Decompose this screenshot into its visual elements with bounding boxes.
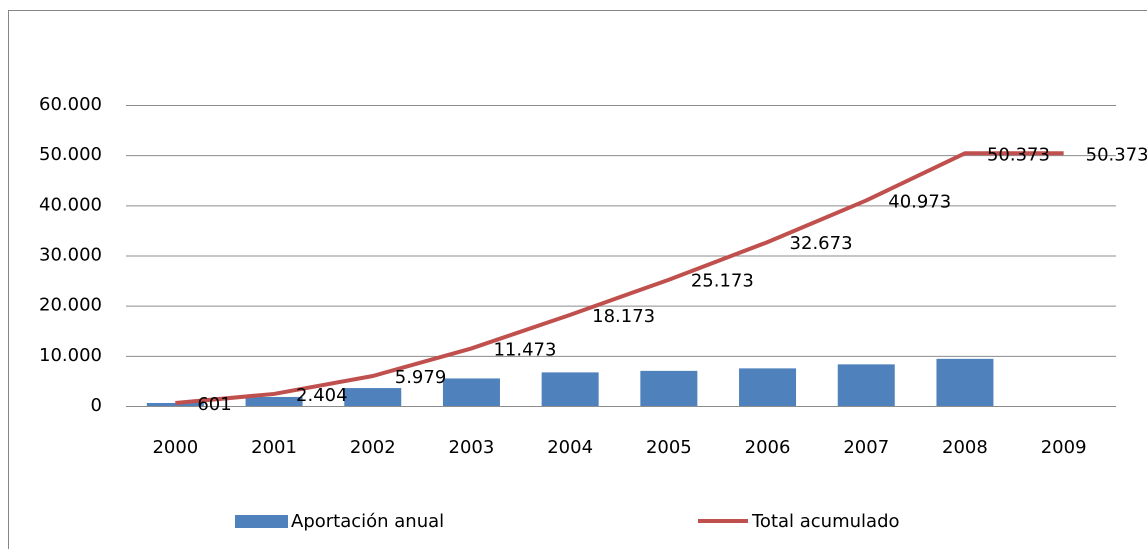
- x-tick-label: 2005: [646, 437, 692, 458]
- y-tick-label: 10.000: [39, 345, 102, 366]
- data-label: 18.173: [592, 306, 655, 327]
- bar: [837, 364, 895, 406]
- data-label: 50.373: [1086, 144, 1147, 165]
- x-tick-label: 2001: [251, 437, 297, 458]
- data-label: 25.173: [691, 271, 754, 292]
- x-tick-label: 2009: [1041, 437, 1087, 458]
- x-tick-label: 2000: [152, 437, 198, 458]
- x-tick-label: 2007: [843, 437, 889, 458]
- data-label: 2.404: [296, 385, 348, 406]
- y-tick-label: 0: [91, 395, 102, 416]
- y-tick-label: 60.000: [39, 94, 102, 115]
- data-label: 5.979: [395, 367, 447, 388]
- data-label: 601: [197, 394, 231, 415]
- bar: [640, 370, 698, 406]
- bar: [739, 368, 797, 406]
- legend-label: Total acumulado: [751, 511, 900, 532]
- y-tick-label: 50.000: [39, 144, 102, 165]
- bar: [245, 396, 303, 406]
- y-tick-label: 20.000: [39, 295, 102, 316]
- y-tick-label: 30.000: [39, 245, 102, 266]
- bar: [936, 358, 994, 406]
- data-label: 40.973: [888, 191, 951, 212]
- x-tick-label: 2008: [942, 437, 988, 458]
- legend-label: Aportación anual: [291, 511, 444, 532]
- y-tick-label: 40.000: [39, 194, 102, 215]
- x-tick-label: 2003: [449, 437, 495, 458]
- x-tick-label: 2006: [745, 437, 791, 458]
- x-tick-label: 2004: [547, 437, 593, 458]
- bar: [541, 372, 599, 406]
- x-tick-label: 2002: [350, 437, 396, 458]
- bar: [442, 378, 500, 406]
- line: [175, 151, 1064, 405]
- data-label: 32.673: [790, 233, 853, 254]
- bar: [146, 402, 204, 406]
- data-label: 11.473: [493, 339, 556, 360]
- data-label: 50.373: [987, 144, 1050, 165]
- legend-swatch: [235, 515, 288, 528]
- bar: [344, 388, 402, 406]
- chart-frame: [8, 10, 1147, 549]
